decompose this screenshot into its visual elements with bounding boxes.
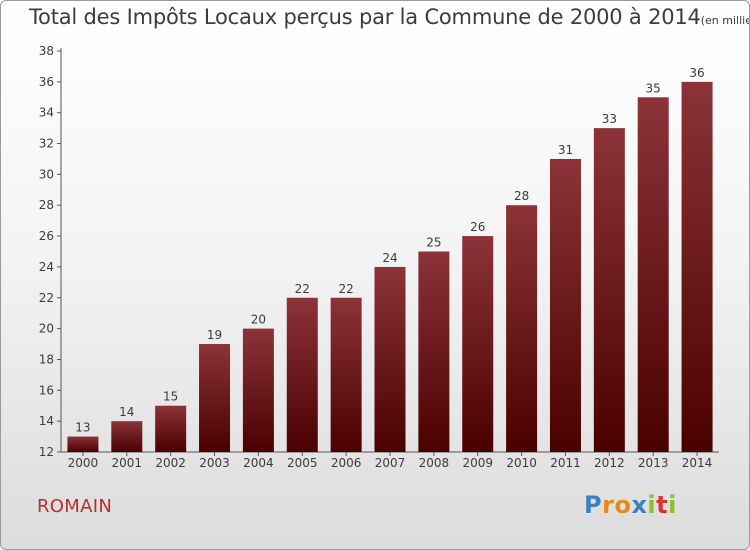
- value-label-2002: 15: [163, 390, 178, 404]
- y-tick-label: 26: [39, 229, 54, 243]
- logo-letter: i: [647, 491, 657, 519]
- axes: 12 14 16 18 20 22 24 26 28 30 32 34 36 38 2000 2001 2002…: [39, 44, 719, 470]
- y-tick-label: 14: [39, 414, 54, 428]
- value-label-2001: 14: [119, 405, 134, 419]
- x-tick-label-2003: 2003: [199, 456, 230, 470]
- x-tick-label-2010: 2010: [506, 456, 537, 470]
- x-tick-label-2004: 2004: [243, 456, 274, 470]
- bar-2005: [286, 297, 318, 452]
- bar-2014: [681, 81, 713, 452]
- bar-2001: [111, 421, 143, 452]
- chart-title: Total des Impôts Locaux perçus par la Co…: [29, 5, 701, 29]
- x-tick-label-2011: 2011: [550, 456, 581, 470]
- value-label-2003: 19: [207, 328, 222, 342]
- y-tick-label: 38: [39, 44, 54, 58]
- proxiti-logo: Proxiti: [584, 491, 677, 519]
- value-label-2004: 20: [251, 313, 266, 327]
- bar-2008: [418, 251, 450, 452]
- logo-letter: r: [602, 491, 615, 519]
- value-label-2008: 25: [426, 236, 441, 250]
- x-tick-label-2007: 2007: [375, 456, 406, 470]
- x-tick-label-2008: 2008: [419, 456, 450, 470]
- x-tick-label-2012: 2012: [594, 456, 625, 470]
- logo-letter: t: [656, 491, 669, 519]
- bar-2000: [67, 436, 99, 452]
- value-label-2006: 22: [338, 282, 353, 296]
- x-tick-label-2009: 2009: [462, 456, 493, 470]
- bar-2007: [374, 266, 406, 452]
- x-tick-label-2006: 2006: [331, 456, 362, 470]
- y-tick-label: 12: [39, 445, 54, 459]
- x-tick-label-2005: 2005: [287, 456, 318, 470]
- value-label-2009: 26: [470, 220, 485, 234]
- chart-unit: (en milliers d'€): [700, 14, 749, 27]
- y-tick-label: 34: [39, 106, 54, 120]
- y-tick-label: 16: [39, 383, 54, 397]
- bar-2009: [462, 236, 494, 452]
- y-tick-label: 36: [39, 75, 54, 89]
- y-tick-label: 20: [39, 322, 54, 336]
- y-tick-label: 30: [39, 167, 54, 181]
- value-label-2012: 33: [602, 112, 617, 126]
- x-tick-label-2014: 2014: [682, 456, 713, 470]
- y-tick-label: 28: [39, 198, 54, 212]
- y-tick-label: 24: [39, 260, 54, 274]
- bar-2012: [593, 128, 625, 452]
- value-label-2010: 28: [514, 189, 529, 203]
- x-tick-label-2000: 2000: [68, 456, 99, 470]
- value-label-2011: 31: [558, 143, 573, 157]
- bar-2002: [155, 405, 187, 452]
- value-label-2000: 13: [75, 421, 90, 435]
- bar-2010: [506, 205, 538, 452]
- x-tick-label-2013: 2013: [638, 456, 669, 470]
- bar-2006: [330, 297, 362, 452]
- value-label-2007: 24: [382, 251, 397, 265]
- bar-2004: [242, 328, 274, 452]
- chart-title-block: Total des Impôts Locaux perçus par la Co…: [29, 5, 749, 29]
- bar-2011: [549, 158, 581, 452]
- y-tick-label: 22: [39, 291, 54, 305]
- commune-name: ROMAIN: [37, 496, 113, 517]
- logo-letter: o: [614, 491, 632, 519]
- x-tick-label-2002: 2002: [155, 456, 186, 470]
- logo-letter: P: [584, 491, 603, 519]
- y-tick-label: 32: [39, 137, 54, 151]
- logo-letter: i: [668, 491, 677, 519]
- logo-letter: x: [631, 491, 648, 519]
- value-label-2014: 36: [689, 66, 704, 80]
- bar-2003: [199, 344, 231, 452]
- y-tick-label: 18: [39, 352, 54, 366]
- x-tick-label-2001: 2001: [112, 456, 143, 470]
- bar-2013: [637, 97, 669, 453]
- bars: 13 14 15 19 20 22 22 24 25 26 28 31 33 35 36: [67, 66, 713, 453]
- value-label-2005: 22: [295, 282, 310, 296]
- value-label-2013: 35: [646, 81, 661, 95]
